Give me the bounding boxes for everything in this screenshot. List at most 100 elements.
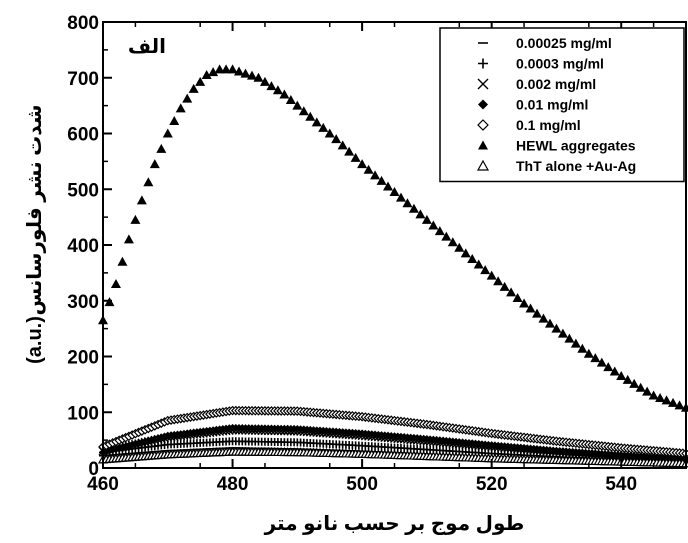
panel-label: الف bbox=[128, 36, 166, 58]
data-point bbox=[357, 159, 368, 169]
data-point bbox=[454, 242, 465, 252]
data-point bbox=[519, 298, 530, 308]
data-point bbox=[370, 170, 381, 180]
data-point bbox=[305, 111, 316, 121]
data-point bbox=[149, 159, 160, 169]
y-tick-label: 100 bbox=[67, 403, 99, 424]
data-point bbox=[629, 378, 640, 388]
data-point bbox=[285, 95, 296, 105]
data-point bbox=[136, 195, 147, 205]
data-point bbox=[544, 318, 555, 328]
legend-marker bbox=[478, 99, 488, 110]
x-tick-label: 480 bbox=[217, 474, 249, 495]
data-point bbox=[221, 64, 232, 74]
data-point bbox=[298, 106, 309, 116]
data-point bbox=[583, 348, 594, 358]
data-point bbox=[389, 187, 400, 197]
data-point bbox=[596, 357, 607, 367]
data-point bbox=[441, 231, 452, 241]
data-point bbox=[557, 328, 568, 338]
data-point bbox=[616, 371, 627, 381]
data-point bbox=[182, 93, 193, 103]
x-tick-label: 520 bbox=[476, 474, 508, 495]
data-point bbox=[253, 72, 264, 82]
data-point bbox=[434, 226, 445, 236]
data-point bbox=[538, 313, 549, 323]
y-axis-title: شدت نشر فلورسانس (a.u.) bbox=[24, 104, 46, 363]
legend-marker bbox=[477, 78, 489, 90]
axis-ticks: 460 480 500 520 540 0 100 200 300 400 500 600 700 800 bbox=[67, 13, 655, 495]
data-point bbox=[272, 85, 283, 95]
data-point bbox=[395, 192, 406, 202]
data-point bbox=[590, 353, 601, 363]
data-point bbox=[169, 115, 180, 125]
legend-marker bbox=[476, 159, 490, 171]
data-point bbox=[506, 287, 517, 297]
data-point bbox=[642, 386, 653, 396]
data-point bbox=[609, 366, 620, 376]
data-point bbox=[655, 392, 666, 402]
data-point bbox=[532, 308, 543, 318]
y-tick-label: 0 bbox=[88, 459, 99, 480]
legend-entry: ThT alone +Au-Ag bbox=[516, 158, 636, 174]
y-tick-label: 700 bbox=[67, 69, 99, 90]
data-point bbox=[143, 177, 154, 187]
legend-entry: 0.00025 mg/ml bbox=[516, 35, 612, 51]
data-point bbox=[292, 100, 303, 110]
legend-marker bbox=[478, 58, 488, 69]
y-tick-label: 500 bbox=[67, 180, 99, 201]
data-point bbox=[603, 362, 614, 372]
data-point bbox=[227, 64, 238, 74]
data-point bbox=[512, 292, 523, 302]
data-point bbox=[668, 397, 679, 407]
series-layer bbox=[97, 64, 688, 468]
data-point bbox=[162, 128, 173, 138]
data-point bbox=[156, 143, 167, 153]
data-point bbox=[324, 128, 335, 138]
data-point bbox=[447, 237, 458, 247]
data-point bbox=[415, 209, 426, 219]
series-HEWL aggregates bbox=[98, 64, 688, 412]
data-point bbox=[344, 146, 355, 156]
y-tick-label: 300 bbox=[67, 292, 99, 313]
data-point bbox=[188, 83, 199, 93]
series-0.1 mg/ml bbox=[98, 405, 688, 459]
data-point bbox=[622, 374, 633, 384]
data-point bbox=[460, 248, 471, 258]
data-point bbox=[525, 303, 536, 313]
data-point bbox=[110, 279, 121, 289]
data-point bbox=[259, 76, 270, 86]
legend-entry: 0.1 mg/ml bbox=[516, 117, 581, 133]
data-point bbox=[428, 220, 439, 230]
data-point bbox=[130, 214, 141, 224]
legend: 0.00025 mg/ml 0.0003 mg/ml 0.002 mg/ml 0.01… bbox=[439, 27, 685, 183]
y-axis-title-text: شدت نشر فلورسانس bbox=[24, 104, 46, 315]
legend-entry: 0.002 mg/ml bbox=[516, 76, 596, 92]
y-axis-title-unit: (a.u.) bbox=[24, 316, 46, 364]
data-point bbox=[331, 134, 342, 144]
x-tick-label: 500 bbox=[346, 474, 378, 495]
data-point bbox=[635, 382, 646, 392]
data-point bbox=[467, 253, 478, 263]
data-point bbox=[195, 76, 206, 86]
data-point bbox=[350, 152, 361, 162]
data-point bbox=[480, 265, 491, 275]
data-point bbox=[376, 175, 387, 185]
data-point bbox=[674, 400, 685, 410]
data-point bbox=[208, 67, 219, 77]
data-point bbox=[201, 69, 212, 79]
data-point bbox=[402, 198, 413, 208]
data-point bbox=[486, 270, 497, 280]
data-point bbox=[246, 70, 257, 80]
y-tick-label: 600 bbox=[67, 125, 99, 146]
data-point bbox=[383, 181, 394, 191]
data-point bbox=[570, 338, 581, 348]
data-point bbox=[311, 117, 322, 127]
data-point bbox=[551, 323, 562, 333]
data-point bbox=[564, 333, 575, 343]
y-tick-label: 200 bbox=[67, 348, 99, 369]
data-point bbox=[266, 81, 277, 91]
data-point bbox=[214, 64, 225, 74]
y-tick-label: 800 bbox=[67, 13, 99, 34]
